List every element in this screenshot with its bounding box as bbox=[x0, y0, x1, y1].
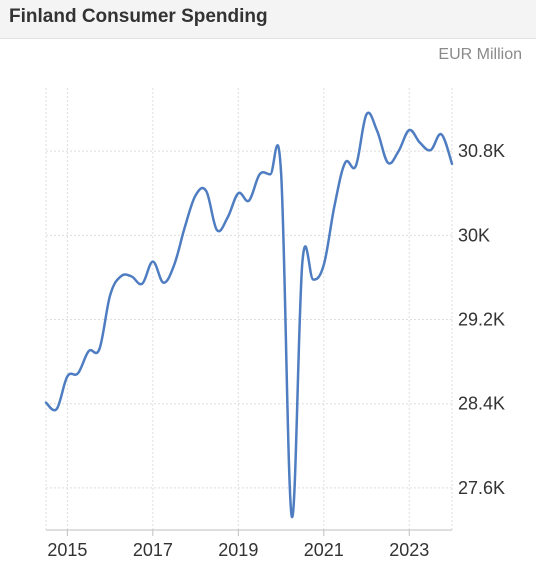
x-tick-label: 2019 bbox=[218, 540, 258, 560]
data-point bbox=[429, 148, 433, 152]
y-tick-label: 30K bbox=[458, 225, 490, 245]
series-line-consumer-spending bbox=[44, 111, 454, 518]
data-point bbox=[140, 282, 144, 286]
data-point bbox=[119, 274, 123, 278]
data-point bbox=[322, 263, 326, 267]
y-axis-ticks: 27.6K 28.4K 29.2K 30K 30.8K bbox=[458, 141, 505, 498]
data-point bbox=[343, 161, 347, 165]
data-point bbox=[418, 141, 422, 145]
data-point bbox=[129, 274, 133, 278]
x-tick-label: 2017 bbox=[133, 540, 173, 560]
data-point bbox=[87, 349, 91, 353]
data-point bbox=[290, 514, 294, 518]
data-point bbox=[397, 149, 401, 153]
y-tick-label: 29.2K bbox=[458, 310, 505, 330]
data-point bbox=[365, 112, 369, 116]
data-point bbox=[407, 128, 411, 132]
chart-header: Finland Consumer Spending bbox=[0, 0, 536, 39]
data-point bbox=[236, 191, 240, 195]
data-point bbox=[247, 199, 251, 203]
y-tick-label: 27.6K bbox=[458, 478, 505, 498]
data-point bbox=[172, 263, 176, 267]
data-point bbox=[55, 407, 59, 411]
data-point bbox=[311, 278, 315, 282]
data-point bbox=[386, 161, 390, 165]
data-point bbox=[65, 374, 69, 378]
data-point bbox=[194, 193, 198, 197]
data-point bbox=[162, 281, 166, 285]
data-point bbox=[450, 162, 454, 166]
data-point bbox=[204, 189, 208, 193]
x-tick-label: 2015 bbox=[47, 540, 87, 560]
data-point bbox=[151, 260, 155, 264]
data-point bbox=[108, 293, 112, 297]
chart-title: Finland Consumer Spending bbox=[9, 6, 268, 27]
data-point bbox=[44, 401, 48, 405]
x-axis-ticks: 2015 2017 2019 2021 2023 bbox=[47, 530, 429, 560]
x-tick-label: 2023 bbox=[389, 540, 429, 560]
y-tick-label: 30.8K bbox=[458, 141, 505, 161]
data-point bbox=[258, 172, 262, 176]
data-point bbox=[439, 132, 443, 136]
data-point bbox=[354, 164, 358, 168]
data-point bbox=[300, 260, 304, 264]
data-point bbox=[76, 371, 80, 375]
data-point bbox=[268, 172, 272, 176]
data-point bbox=[215, 228, 219, 232]
data-point bbox=[375, 129, 379, 133]
data-point bbox=[332, 204, 336, 208]
data-point bbox=[183, 225, 187, 229]
y-tick-label: 28.4K bbox=[458, 394, 505, 414]
unit-label: EUR Million bbox=[438, 46, 522, 63]
data-point bbox=[226, 215, 230, 219]
data-point bbox=[97, 347, 101, 351]
data-point bbox=[279, 170, 283, 174]
x-tick-label: 2021 bbox=[304, 540, 344, 560]
